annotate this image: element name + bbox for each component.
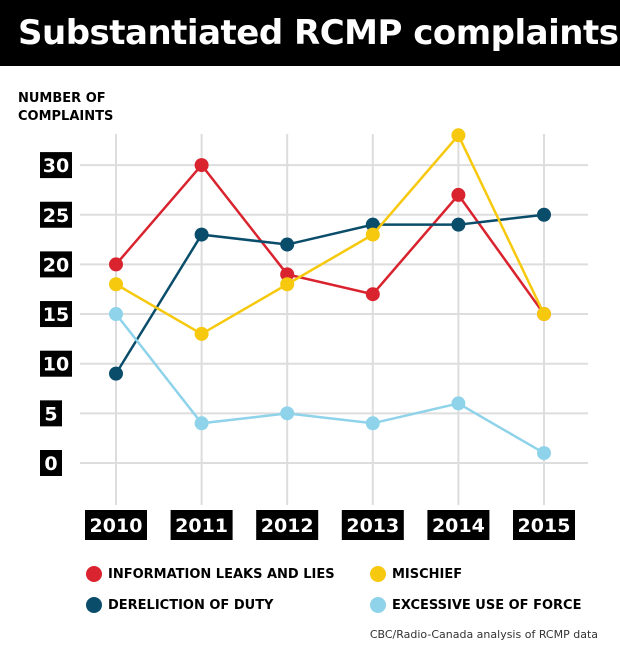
legend-dot-dereliction bbox=[86, 597, 102, 613]
y-tick-label: 5 bbox=[44, 403, 57, 425]
y-tick-label: 15 bbox=[43, 304, 69, 326]
data-point-mischief bbox=[451, 128, 466, 143]
y-tick-box bbox=[40, 152, 72, 179]
line-chart: 0 5 10 15 20 25 30 2010 2011 2012 2013 2014 2015 bbox=[40, 128, 588, 540]
data-point-dereliction bbox=[280, 237, 295, 252]
data-point-excessive_force bbox=[109, 307, 123, 322]
y-tick-box bbox=[40, 251, 72, 278]
x-tick-label: 2013 bbox=[346, 515, 399, 537]
legend-dot-information-leaks bbox=[86, 566, 102, 582]
x-tick-box bbox=[341, 510, 404, 540]
y-axis-label: NUMBER OF COMPLAINTS bbox=[18, 91, 114, 124]
x-tick-box bbox=[513, 510, 575, 540]
y-tick-box bbox=[40, 201, 72, 228]
legend-dot-excessive-force bbox=[370, 597, 386, 613]
legend-label-information-leaks: INFORMATION LEAKS AND LIES bbox=[108, 566, 335, 582]
y-tick-box bbox=[40, 301, 72, 328]
legend-label-excessive-force: EXCESSIVE USE OF FORCE bbox=[392, 597, 582, 613]
x-tick-box bbox=[85, 510, 147, 540]
data-point-dereliction bbox=[109, 366, 123, 381]
x-tick-label: 2014 bbox=[432, 515, 485, 537]
x-tick-box bbox=[170, 510, 233, 540]
data-point-mischief bbox=[109, 277, 123, 292]
data-point-excessive_force bbox=[365, 416, 380, 431]
legend-label-mischief: MISCHIEF bbox=[392, 566, 463, 582]
y-tick-label: 30 bbox=[43, 155, 69, 177]
x-tick-label: 2011 bbox=[175, 515, 228, 537]
data-point-info_leaks bbox=[109, 257, 123, 272]
y-tick-label: 20 bbox=[43, 254, 69, 276]
data-point-info_leaks bbox=[365, 287, 380, 302]
data-point-excessive_force bbox=[194, 416, 209, 431]
series-line-excessive_force bbox=[115, 313, 545, 455]
legend-item-excessive-force: EXCESSIVE USE OF FORCE bbox=[370, 597, 581, 613]
y-tick-box bbox=[40, 450, 62, 476]
data-point-dereliction bbox=[194, 227, 209, 242]
x-tick-label: 2010 bbox=[90, 515, 143, 537]
x-tick-box bbox=[427, 510, 490, 540]
data-point-mischief bbox=[194, 326, 209, 341]
legend-item-dereliction: DERELICTION OF DUTY bbox=[86, 597, 273, 613]
y-tick-box bbox=[40, 350, 72, 377]
data-point-dereliction bbox=[365, 217, 380, 232]
series-line-info_leaks bbox=[115, 163, 546, 315]
legend-dot-mischief bbox=[370, 566, 386, 582]
data-point-info_leaks bbox=[194, 158, 209, 173]
series-line-dereliction bbox=[114, 213, 545, 375]
legend-item-mischief: MISCHIEF bbox=[370, 566, 462, 582]
chart-title: Substantiated RCMP complaints bbox=[0, 0, 620, 66]
data-point-dereliction bbox=[451, 217, 466, 232]
data-point-excessive_force bbox=[537, 446, 551, 461]
legend-item-information-leaks: INFORMATION LEAKS AND LIES bbox=[86, 566, 335, 582]
data-point-info_leaks bbox=[451, 187, 466, 202]
y-tick-label: 0 bbox=[44, 453, 57, 475]
x-tick-box bbox=[256, 510, 319, 540]
data-point-mischief bbox=[365, 227, 380, 242]
data-point-mischief bbox=[280, 277, 295, 292]
data-point-dereliction bbox=[537, 207, 551, 222]
x-tick-label: 2015 bbox=[518, 515, 571, 537]
x-tick-label: 2012 bbox=[261, 515, 314, 537]
legend-label-dereliction: DERELICTION OF DUTY bbox=[108, 597, 274, 613]
data-point-mischief bbox=[537, 307, 551, 322]
data-point-excessive_force bbox=[451, 396, 466, 411]
y-tick-label: 25 bbox=[43, 205, 69, 227]
data-point-info_leaks bbox=[280, 267, 295, 282]
data-point-excessive_force bbox=[280, 406, 295, 421]
series-line-mischief bbox=[115, 133, 546, 336]
y-tick-box bbox=[40, 400, 62, 427]
source-note: CBC/Radio-Canada analysis of RCMP data bbox=[369, 628, 598, 641]
y-tick-label: 10 bbox=[43, 354, 69, 376]
